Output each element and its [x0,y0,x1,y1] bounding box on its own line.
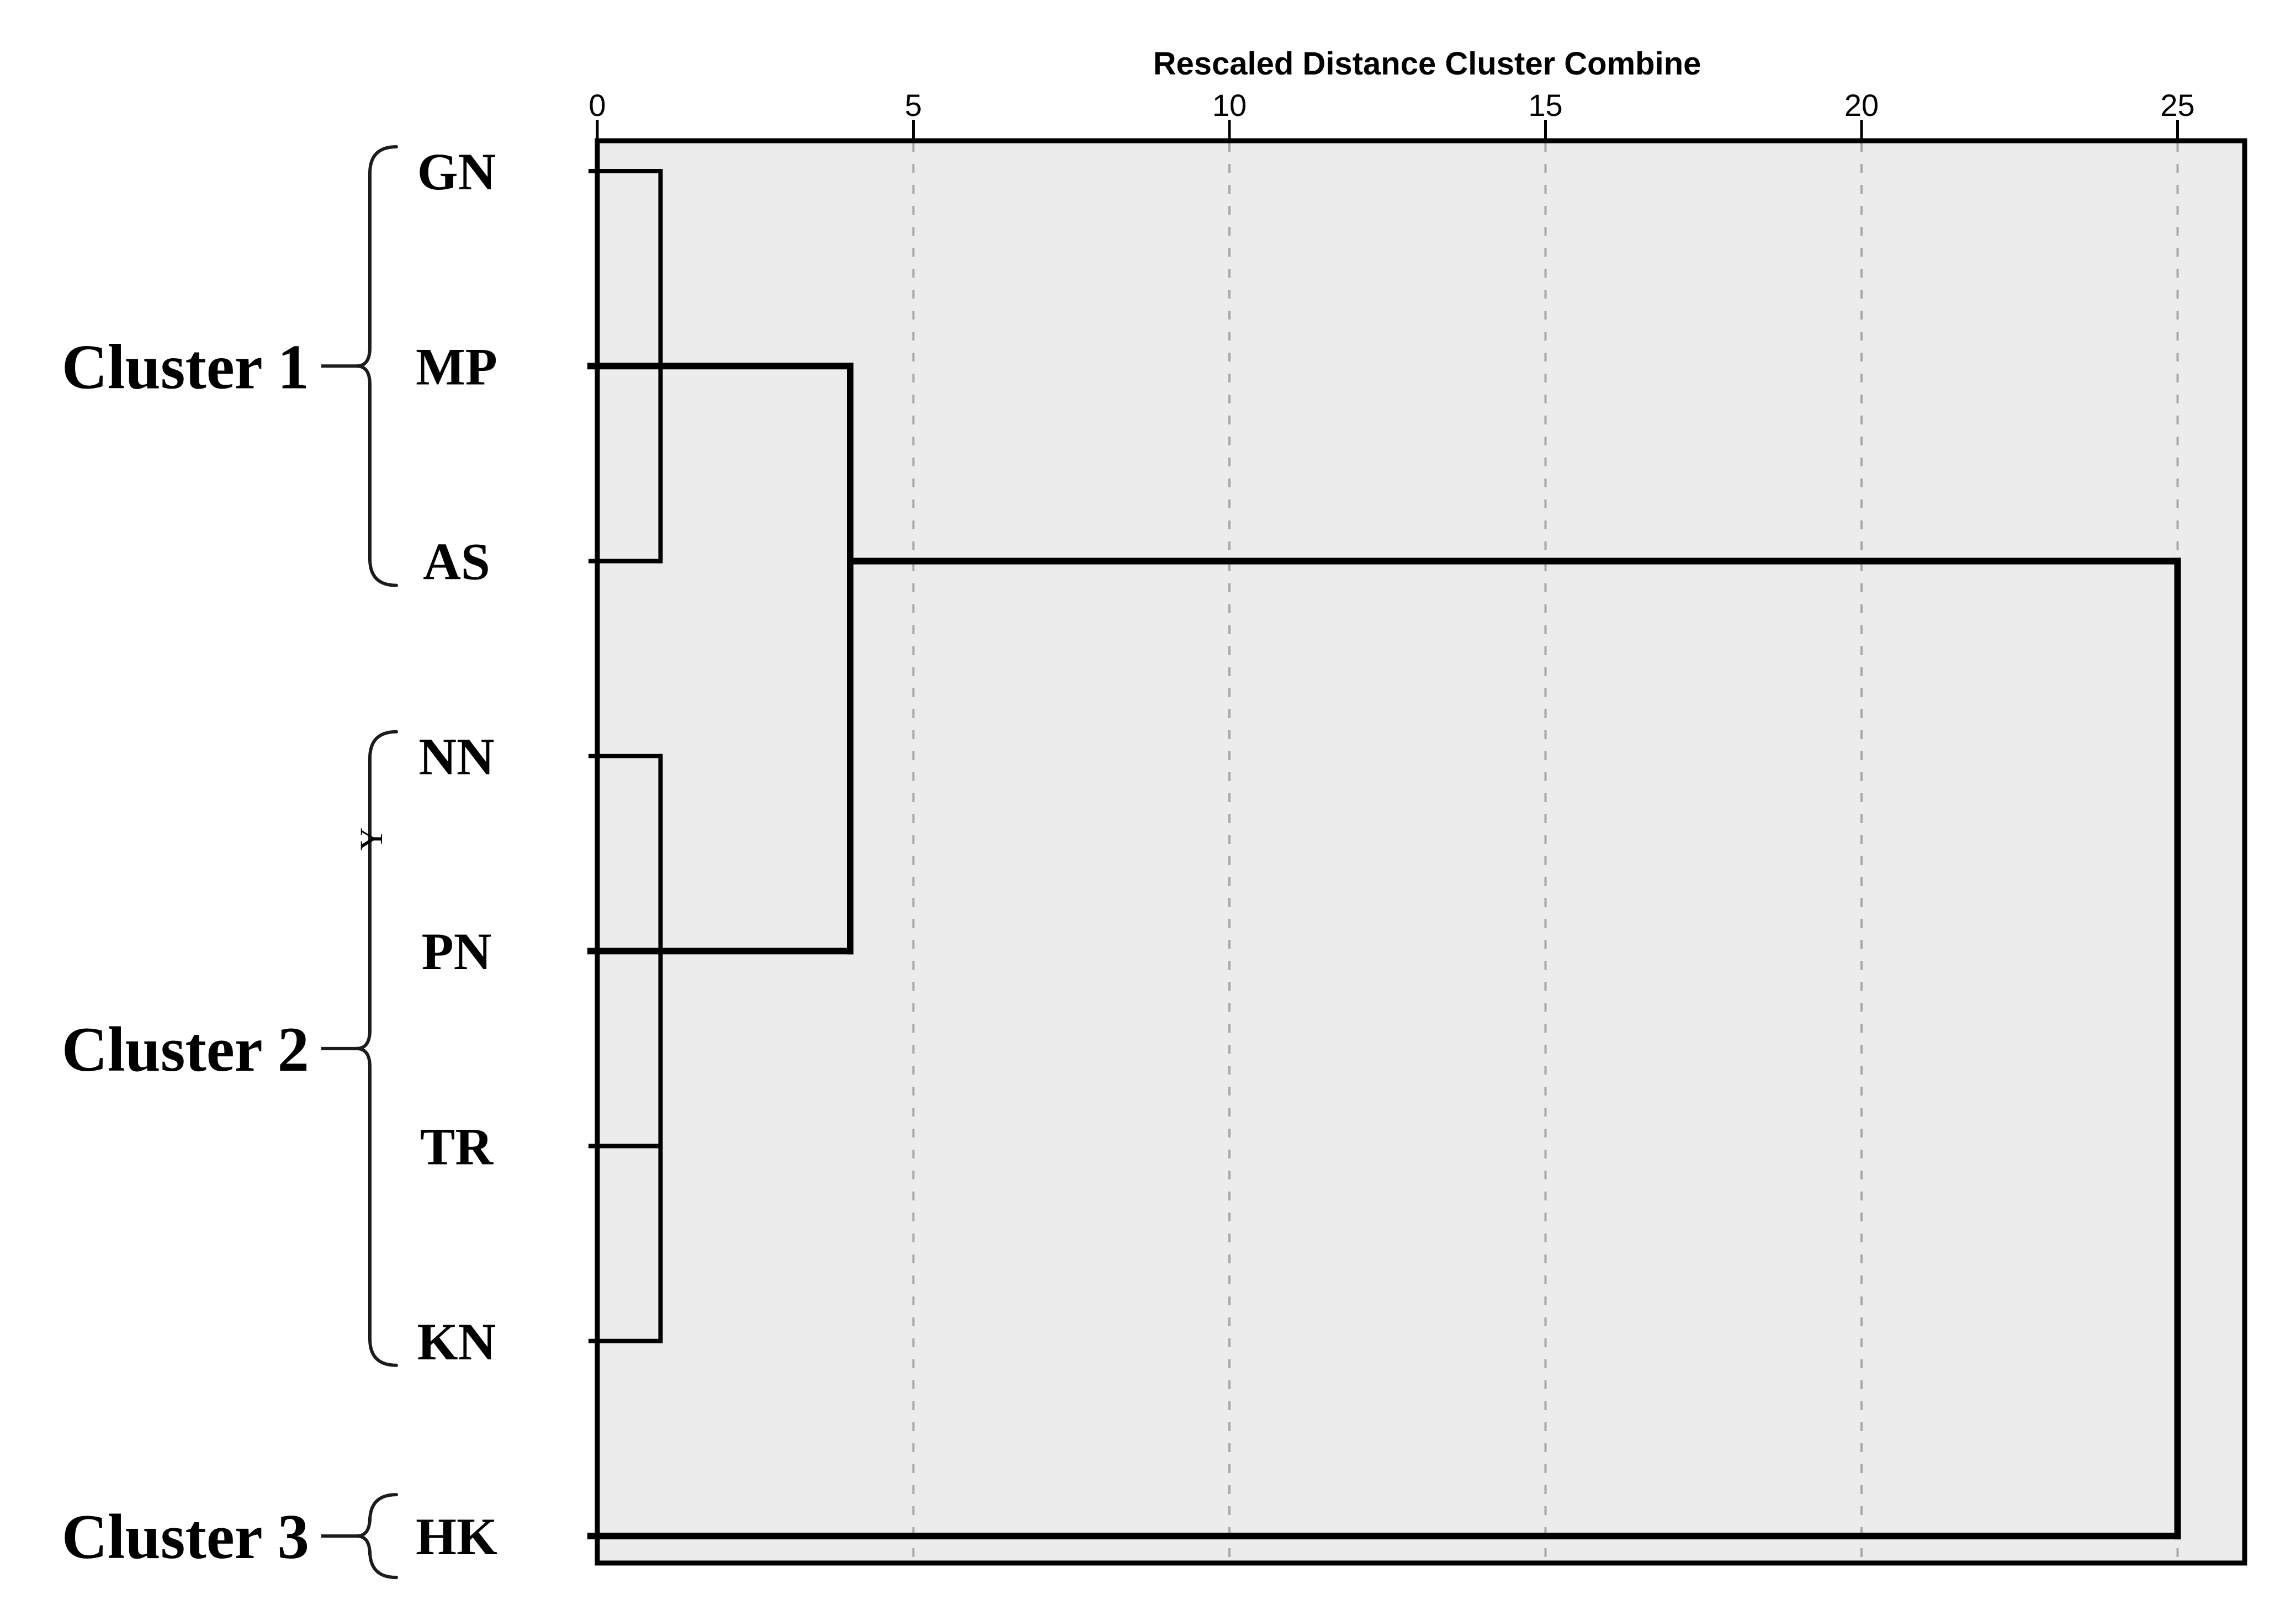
leaf-label-HK: HK [416,1507,497,1566]
leaf-label-GN: GN [417,142,496,201]
cluster-brace [356,145,398,587]
cluster-label: Cluster 1 [62,332,309,402]
leaf-label-KN: KN [417,1312,496,1371]
cluster-brace [356,730,398,1367]
axis-tick-label: 0 [588,88,606,123]
axis-ticks-group: 0 5 10 15 20 25 [588,88,2195,141]
cluster-brace [356,1493,398,1580]
plot-border [595,138,2247,1566]
axis-tick-label: 20 [1844,88,1879,123]
leaf-labels-group: GN MP AS NN PN TR KN HK [416,142,497,1566]
plot-area [597,141,2245,1563]
leaf-label-AS: AS [423,533,490,591]
dendrogram-segments-group [587,169,2181,1540]
axis-tick-label: 15 [1528,88,1562,123]
axis-tick-label: 5 [905,88,922,123]
leaf-label-NN: NN [418,727,494,786]
axis-tick-label: 10 [1212,88,1247,123]
leaf-label-PN: PN [422,922,492,981]
leaf-label-TR: TR [420,1118,494,1176]
plot-border-group [595,138,2247,1566]
cluster-label: Cluster 2 [62,1014,309,1085]
leaf-label-MP: MP [416,337,497,396]
axis-tick-label: 25 [2160,88,2194,123]
stray-y-label: Y [353,827,389,850]
cluster-label: Cluster 3 [62,1502,309,1572]
axis-title: Rescaled Distance Cluster Combine [1153,46,1701,82]
cluster-annotations-group: Cluster 1 Cluster 2 Cluster 3 [62,145,398,1580]
